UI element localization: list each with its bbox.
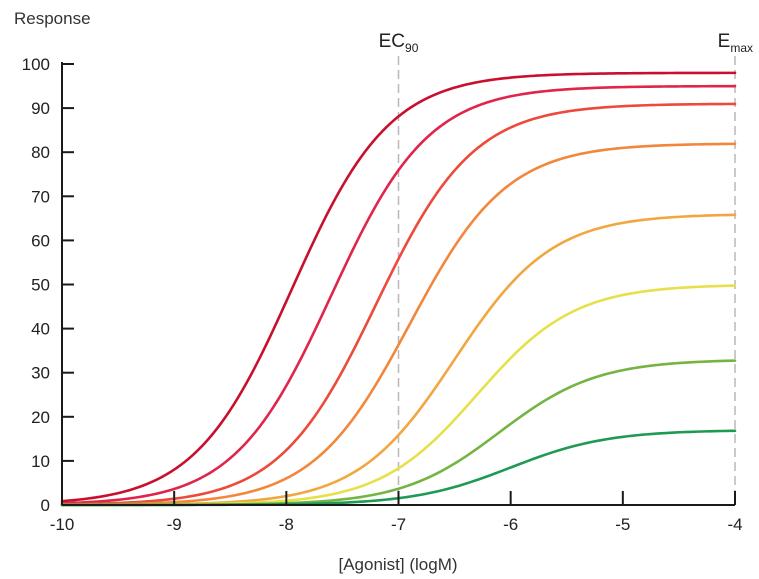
x-tick-label: -5 [615, 515, 630, 534]
y-tick-label: 40 [31, 320, 50, 339]
y-axis-title: Response [14, 9, 91, 28]
x-tick-label: -10 [50, 515, 75, 534]
x-axis-title: [Agonist] (logM) [338, 555, 457, 574]
reference-lines-layer: EC90 Emax [379, 31, 753, 505]
reference-line-label: EC90 [379, 31, 419, 55]
series-curve-3 [60, 102, 737, 506]
x-tick-label: -8 [279, 515, 294, 534]
ticks-layer: -10 -9 -8 -7 -6 -5 -4 0 10 20 30 40 50 60 70 80 90 100 [22, 55, 743, 534]
y-tick-label: 60 [31, 231, 50, 250]
series-curve-2 [60, 84, 737, 505]
y-tick-label: 70 [31, 187, 50, 206]
y-tick-label: 0 [41, 496, 50, 515]
y-tick-label: 80 [31, 143, 50, 162]
reference-line-label: Emax [718, 31, 753, 55]
y-tick-label: 50 [31, 276, 50, 295]
x-tick-label: -6 [503, 515, 518, 534]
x-tick-label: -7 [391, 515, 406, 534]
series-curve-1 [60, 71, 737, 503]
x-tick-label: -9 [167, 515, 182, 534]
y-tick-label: 30 [31, 364, 50, 383]
x-tick-label: -4 [727, 515, 742, 534]
y-tick-label: 10 [31, 452, 50, 471]
y-tick-label: 100 [22, 55, 50, 74]
y-tick-label: 90 [31, 99, 50, 118]
y-tick-label: 20 [31, 408, 50, 427]
